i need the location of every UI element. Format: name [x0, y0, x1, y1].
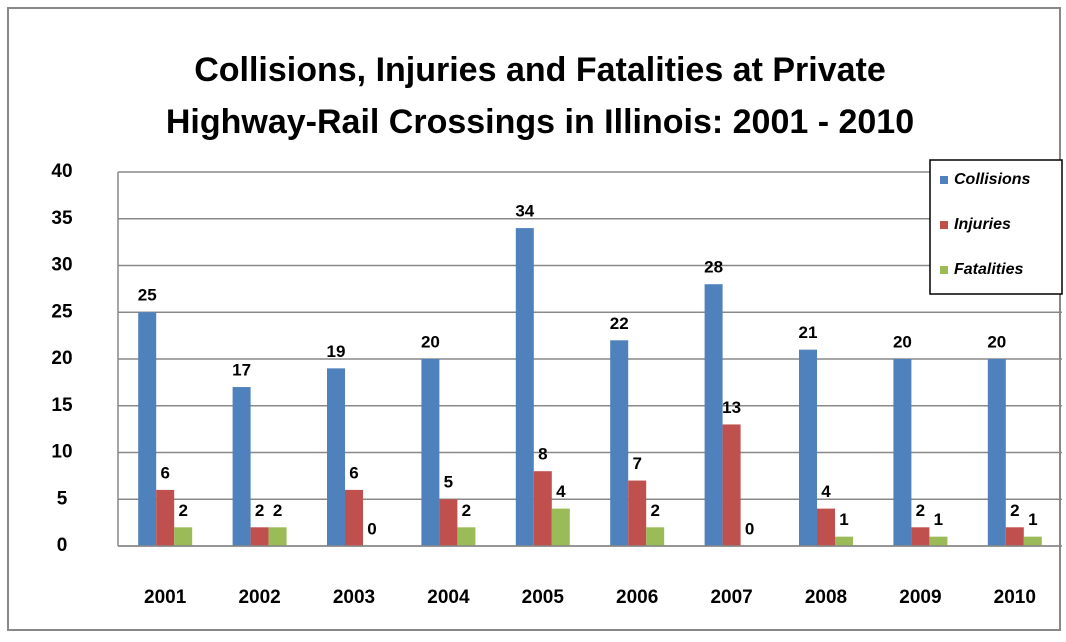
data-label: 20 [421, 332, 440, 351]
legend-swatch [940, 266, 948, 274]
data-label: 1 [1028, 510, 1037, 529]
data-label: 0 [367, 519, 376, 538]
bar [835, 536, 853, 546]
data-label: 17 [232, 361, 251, 380]
x-tick-label: 2010 [994, 587, 1036, 608]
bar [156, 489, 175, 546]
legend-box [929, 159, 1063, 295]
bar [250, 527, 269, 546]
data-label: 1 [839, 510, 848, 529]
x-tick-label: 2005 [522, 587, 565, 608]
y-tick-label: 30 [51, 255, 72, 276]
data-label: 22 [610, 314, 629, 333]
bar [610, 340, 629, 546]
bar [232, 387, 251, 546]
data-label: 21 [799, 323, 818, 342]
chart-title: Collisions, Injuries and Fatalities at P… [194, 51, 886, 89]
bar [551, 508, 570, 546]
y-tick-label: 0 [57, 535, 68, 556]
data-label: 2 [178, 501, 187, 520]
data-label: 2 [273, 501, 282, 520]
x-tick-label: 2007 [710, 587, 752, 608]
legend-label: Fatalities [954, 261, 1023, 278]
data-label: 34 [515, 202, 534, 221]
x-tick-label: 2002 [238, 587, 280, 608]
bar [704, 284, 723, 546]
bar [439, 499, 458, 546]
bar [987, 359, 1006, 546]
bar [533, 471, 552, 546]
data-label: 2 [650, 501, 659, 520]
x-tick-label: 2001 [144, 587, 187, 608]
y-tick-label: 20 [51, 348, 72, 369]
y-tick-label: 15 [51, 395, 73, 416]
bar [911, 527, 930, 546]
legend-swatch [940, 221, 948, 229]
bar [646, 527, 665, 546]
data-label: 6 [349, 463, 358, 482]
data-label: 2 [462, 501, 471, 520]
bar [722, 424, 741, 546]
data-label: 7 [632, 454, 641, 473]
bar [929, 536, 948, 546]
bar [138, 312, 157, 546]
legend-swatch [940, 176, 948, 184]
bar [628, 480, 647, 546]
bar [345, 489, 363, 546]
data-label: 5 [444, 473, 453, 492]
data-label: 6 [160, 463, 169, 482]
data-label: 2 [916, 501, 925, 520]
x-tick-label: 2003 [333, 587, 375, 608]
bar [268, 527, 287, 546]
bar [893, 359, 912, 546]
data-label: 1 [934, 510, 943, 529]
legend-label: Collisions [954, 171, 1031, 188]
data-label: 4 [821, 482, 831, 501]
data-label: 0 [745, 519, 754, 538]
data-label: 4 [556, 482, 566, 501]
data-label: 20 [893, 332, 912, 351]
x-tick-label: 2008 [805, 587, 847, 608]
legend-label: Injuries [954, 216, 1011, 233]
bar [799, 349, 817, 546]
data-label: 28 [704, 258, 723, 277]
bar [421, 359, 440, 546]
bar [457, 527, 476, 546]
data-label: 2 [1010, 501, 1019, 520]
x-tick-label: 2004 [427, 587, 470, 608]
y-tick-label: 25 [51, 301, 73, 322]
data-label: 25 [138, 286, 157, 305]
y-tick-label: 5 [57, 488, 68, 509]
bar [1005, 527, 1024, 546]
bar [174, 527, 193, 546]
bar [817, 508, 835, 546]
bar [327, 368, 345, 546]
bar [515, 228, 534, 546]
y-tick-label: 35 [51, 208, 73, 229]
y-tick-label: 10 [51, 442, 72, 463]
data-label: 13 [722, 398, 741, 417]
bar [1023, 536, 1042, 546]
x-tick-label: 2009 [899, 587, 941, 608]
data-label: 19 [327, 342, 346, 361]
y-tick-label: 40 [51, 161, 72, 182]
data-label: 8 [538, 445, 547, 464]
data-label: 2 [255, 501, 264, 520]
x-tick-label: 2006 [616, 587, 658, 608]
chart-title: Highway-Rail Crossings in Illinois: 2001… [166, 103, 914, 141]
data-label: 20 [987, 332, 1006, 351]
